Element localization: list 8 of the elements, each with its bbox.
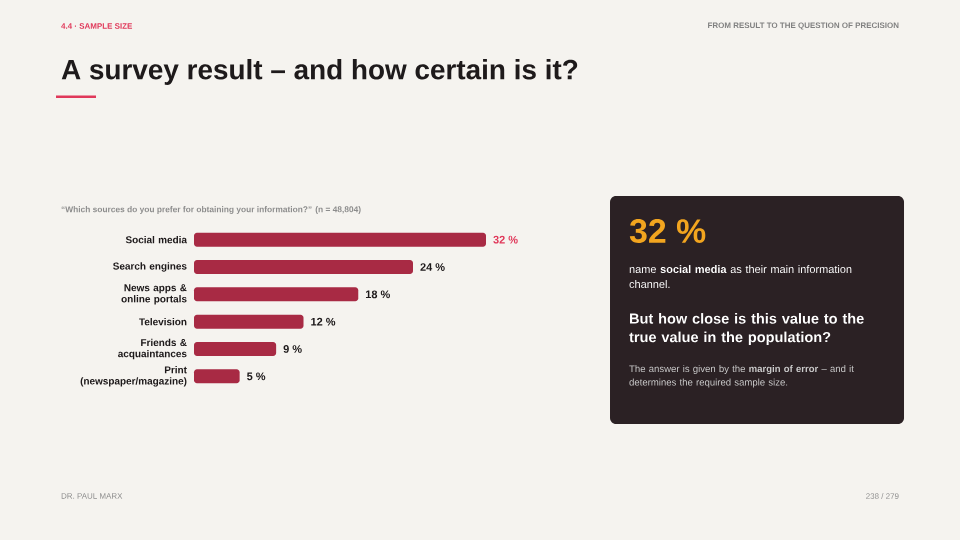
chart-title: A survey result – and how certain is it? (61, 58, 578, 85)
bar (194, 314, 304, 329)
bar (194, 369, 240, 384)
bar (194, 287, 359, 302)
text: 32 % (629, 219, 706, 244)
bar (194, 342, 277, 356)
bar (194, 260, 413, 274)
bar (194, 232, 486, 247)
